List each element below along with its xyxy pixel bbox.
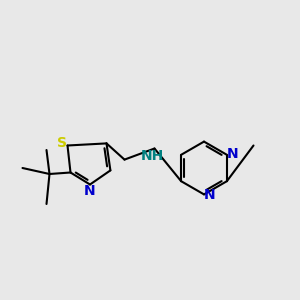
- Text: NH: NH: [140, 149, 164, 163]
- Text: N: N: [227, 147, 239, 161]
- Text: N: N: [84, 184, 96, 198]
- Text: S: S: [57, 136, 67, 150]
- Text: N: N: [204, 188, 216, 202]
